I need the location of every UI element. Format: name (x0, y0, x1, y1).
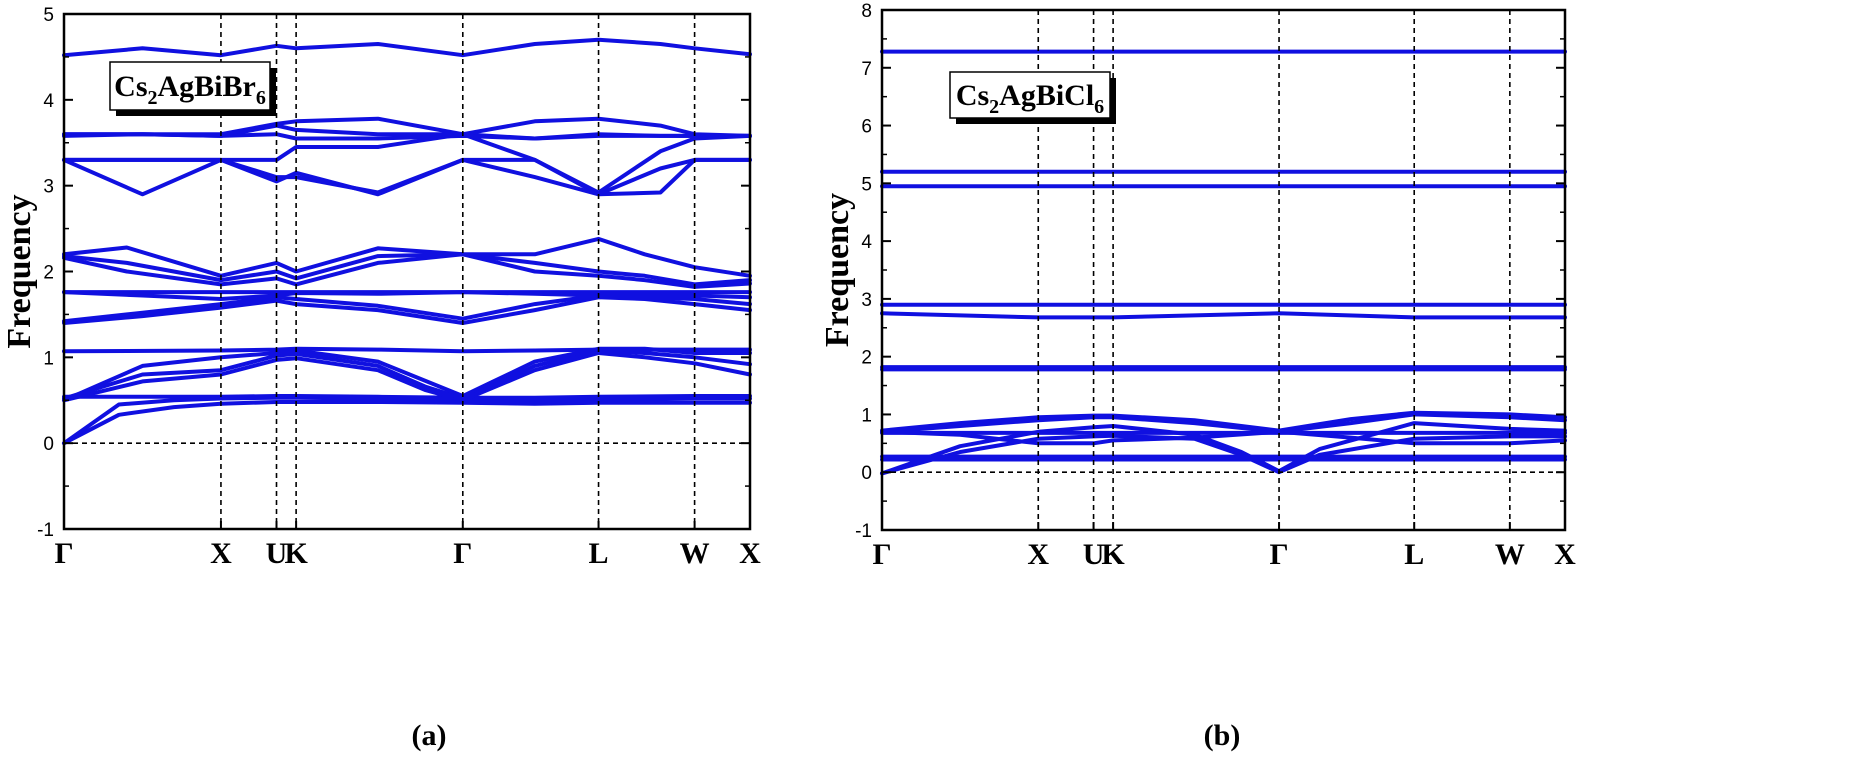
kpoint-label: X (739, 537, 761, 570)
band-line (62, 132, 752, 141)
y-tick-label: 2 (43, 263, 54, 284)
kpoint-label: L (1404, 538, 1424, 571)
kpoint-label: X (1554, 538, 1576, 571)
band-line (62, 295, 752, 325)
panel-caption: (b) (1204, 719, 1241, 752)
band-line (62, 132, 752, 195)
y-tick-label: 1 (43, 348, 54, 369)
y-tick-label: 0 (43, 434, 54, 455)
panel-caption: (a) (412, 719, 447, 752)
legend-box (109, 61, 271, 111)
y-tick-label: 5 (861, 174, 872, 195)
legend-subscript: 2 (989, 96, 999, 118)
legend-text-part: AgBiCl (999, 79, 1094, 112)
y-tick-label: 7 (861, 59, 872, 80)
y-tick-label: 8 (861, 1, 872, 22)
band-line (62, 346, 752, 354)
kpoint-label: Γ (872, 538, 891, 571)
band-line (62, 157, 752, 197)
kpoint-label: Γ (1270, 538, 1289, 571)
band-line (880, 412, 1567, 434)
kpoint-label: U (266, 537, 288, 570)
kpoint-label: L (589, 537, 609, 570)
legend-label: Cs2AgBiBr6 (114, 70, 266, 109)
kpoint-label: Γ (453, 537, 472, 570)
y-tick-label: 3 (43, 177, 54, 198)
kpoint-label: Γ (54, 537, 73, 570)
legend-subscript: 6 (256, 87, 266, 109)
legend-label: Cs2AgBiCl6 (956, 79, 1104, 118)
legend-text-part: Cs (956, 79, 989, 112)
legend-text-part: AgBiBr (158, 70, 256, 103)
phonon-bands (880, 49, 1567, 476)
band-line (62, 37, 752, 58)
kpoint-label: W (1495, 538, 1525, 571)
y-tick-label: 1 (861, 405, 872, 426)
phonon-bands (62, 37, 752, 446)
legend-subscript: 2 (148, 87, 158, 109)
legend-box (949, 71, 1111, 119)
kpoint-label: K (1101, 538, 1125, 571)
y-tick-label: 0 (861, 463, 872, 484)
kpoint-label: X (210, 537, 232, 570)
band-line (880, 311, 1567, 320)
y-tick-label: 4 (43, 91, 54, 112)
band-line (62, 252, 752, 287)
y-tick-label: -1 (37, 520, 54, 541)
y-tick-label: 3 (861, 290, 872, 311)
kpoint-label: X (1027, 538, 1049, 571)
band-line (62, 293, 752, 324)
y-tick-label: -1 (855, 521, 872, 542)
kpoint-label: U (1083, 538, 1105, 571)
band-line (62, 394, 752, 400)
y-axis-label: Frequency (1, 194, 38, 348)
band-line (62, 252, 752, 289)
band-line (62, 290, 752, 301)
band-line (62, 348, 752, 401)
legend-text-part: Cs (114, 70, 147, 103)
y-axis-label: Frequency (819, 193, 856, 347)
y-tick-label: 4 (861, 232, 872, 253)
band-line (880, 410, 1567, 433)
y-tick-label: 6 (861, 117, 872, 138)
legend-subscript: 6 (1094, 96, 1104, 118)
band-line (62, 157, 752, 197)
y-tick-label: 2 (861, 348, 872, 369)
kpoint-label: K (284, 537, 308, 570)
y-tick-label: 5 (43, 5, 54, 26)
band-line (62, 236, 752, 278)
kpoint-label: W (680, 537, 710, 570)
band-line (62, 400, 752, 446)
band-line (880, 429, 1567, 446)
